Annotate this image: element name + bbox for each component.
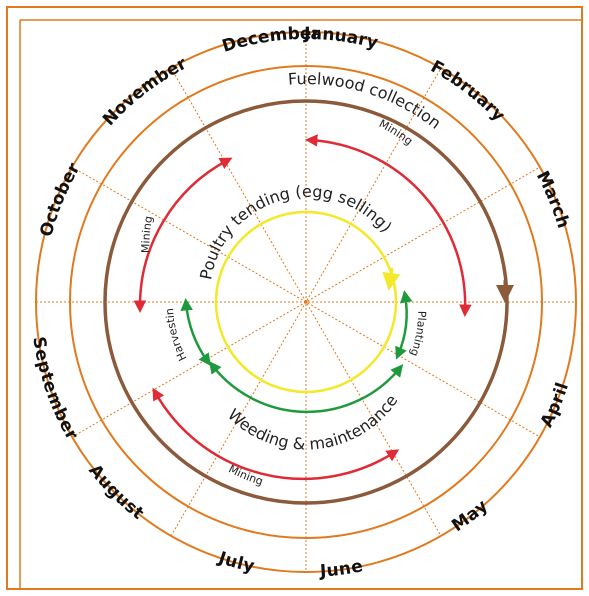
month-label-may: May [448, 496, 492, 536]
outer-frame [6, 6, 583, 590]
poultry-arrowhead [382, 267, 401, 291]
month-label-june: June [318, 556, 364, 581]
month-label-september: September [28, 335, 82, 444]
harvesting-label: Harvesting [0, 0, 189, 363]
weeding-maintenance-arc [208, 361, 404, 414]
planting-arc [395, 290, 413, 360]
harvesting-arc [180, 298, 211, 367]
month-label-march: March [532, 168, 573, 231]
mining-arc-january-april [305, 134, 472, 317]
poultry-tending-label: Poultry tending (egg selling) [196, 182, 396, 281]
mining-label-south: Mining [226, 462, 264, 488]
weeding-maintenance-label: Weeding & maintenance [224, 391, 401, 454]
center-point [304, 300, 308, 304]
month-label-october: October [36, 159, 84, 239]
month-label-december: December [220, 24, 321, 57]
mining-arc-september-november [133, 157, 233, 313]
mining-arc-july-august [152, 387, 400, 481]
mining-label-west: Mining [139, 215, 155, 253]
month-label-april: April [537, 380, 573, 430]
planting-label: Planting [407, 311, 428, 358]
month-label-august: August [84, 461, 147, 524]
month-label-november: November [99, 53, 190, 129]
month-label-july: July [215, 548, 256, 577]
